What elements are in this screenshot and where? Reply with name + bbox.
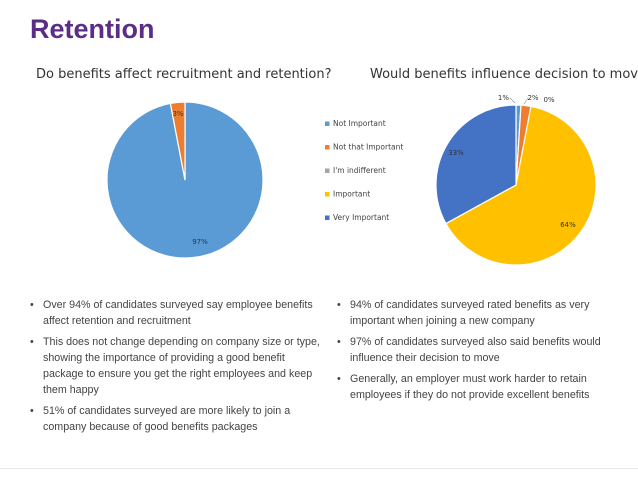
right-bullet-list: 94% of candidates surveyed rated benefit…: [337, 297, 617, 408]
chart-2-title: Would benefits influence decision to mov…: [370, 67, 638, 82]
data-label-i-m-indifferent: 0%: [543, 96, 554, 104]
legend-swatch-not-that-important: [325, 145, 330, 150]
leader-line: [509, 97, 516, 104]
bullet-item: 94% of candidates surveyed rated benefit…: [337, 297, 617, 329]
pie-chart-recruitment: 97% 3%: [106, 101, 264, 259]
left-bullet-list: Over 94% of candidates surveyed say empl…: [30, 297, 320, 440]
legend-label-not-that-important: Not that Important: [333, 143, 403, 152]
data-label-yes: 97%: [192, 238, 208, 246]
bullet-item: Generally, an employer must work harder …: [337, 371, 617, 403]
pie-slice-important: [445, 105, 597, 266]
data-label-very-important: 33%: [448, 149, 464, 157]
bullet-item: 51% of candidates surveyed are more like…: [30, 403, 320, 435]
legend-swatch-i-m-indifferent: [325, 168, 330, 173]
data-label-not-important: 1%: [498, 94, 509, 102]
slide-title: Retention: [30, 14, 155, 44]
data-label-not-that-important: 2%: [527, 94, 538, 102]
legend-label-i-m-indifferent: I'm indifferent: [333, 166, 386, 175]
chart-1-title: Do benefits affect recruitment and reten…: [36, 67, 332, 82]
pie-slice-no: [169, 101, 186, 181]
bullet-item: 97% of candidates surveyed also said ben…: [337, 334, 617, 366]
legend-label-not-important: Not Important: [333, 119, 386, 128]
pie-slice-very-important: [435, 104, 517, 225]
leader-line: [523, 97, 529, 105]
legend-swatch-important: [325, 192, 330, 197]
legend-swatch-not-important: [325, 121, 330, 126]
data-label-no: 3%: [172, 110, 183, 118]
chart-2-legend: Not Important Not that Important I'm indif…: [325, 119, 403, 222]
pie-chart-decision-to-move: 1% 2% 0% 64% 33%: [435, 94, 597, 266]
legend-label-very-important: Very Important: [333, 213, 389, 222]
bullet-item: Over 94% of candidates surveyed say empl…: [30, 297, 320, 329]
data-label-important: 64%: [560, 221, 576, 229]
bottom-divider: [0, 468, 638, 469]
bullet-item: This does not change depending on compan…: [30, 334, 320, 398]
legend-label-important: Important: [333, 190, 370, 199]
legend-swatch-very-important: [325, 215, 330, 220]
